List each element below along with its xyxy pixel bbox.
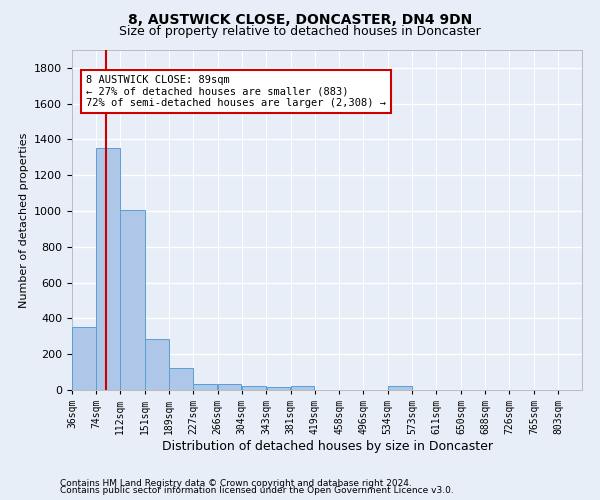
Bar xyxy=(97,148,120,390)
Text: Contains public sector information licensed under the Open Government Licence v3: Contains public sector information licen… xyxy=(60,486,454,495)
Bar xyxy=(121,210,145,390)
Bar xyxy=(193,384,217,390)
Bar xyxy=(73,328,96,390)
X-axis label: Distribution of detached houses by size in Doncaster: Distribution of detached houses by size … xyxy=(161,440,493,453)
Bar xyxy=(218,384,241,390)
Bar xyxy=(242,386,266,390)
Text: Contains HM Land Registry data © Crown copyright and database right 2024.: Contains HM Land Registry data © Crown c… xyxy=(60,478,412,488)
Bar xyxy=(388,386,412,390)
Bar xyxy=(291,386,314,390)
Text: 8, AUSTWICK CLOSE, DONCASTER, DN4 9DN: 8, AUSTWICK CLOSE, DONCASTER, DN4 9DN xyxy=(128,12,472,26)
Text: Size of property relative to detached houses in Doncaster: Size of property relative to detached ho… xyxy=(119,25,481,38)
Text: 8 AUSTWICK CLOSE: 89sqm
← 27% of detached houses are smaller (883)
72% of semi-d: 8 AUSTWICK CLOSE: 89sqm ← 27% of detache… xyxy=(86,75,386,108)
Bar xyxy=(145,340,169,390)
Bar xyxy=(267,387,290,390)
Y-axis label: Number of detached properties: Number of detached properties xyxy=(19,132,29,308)
Bar xyxy=(169,368,193,390)
